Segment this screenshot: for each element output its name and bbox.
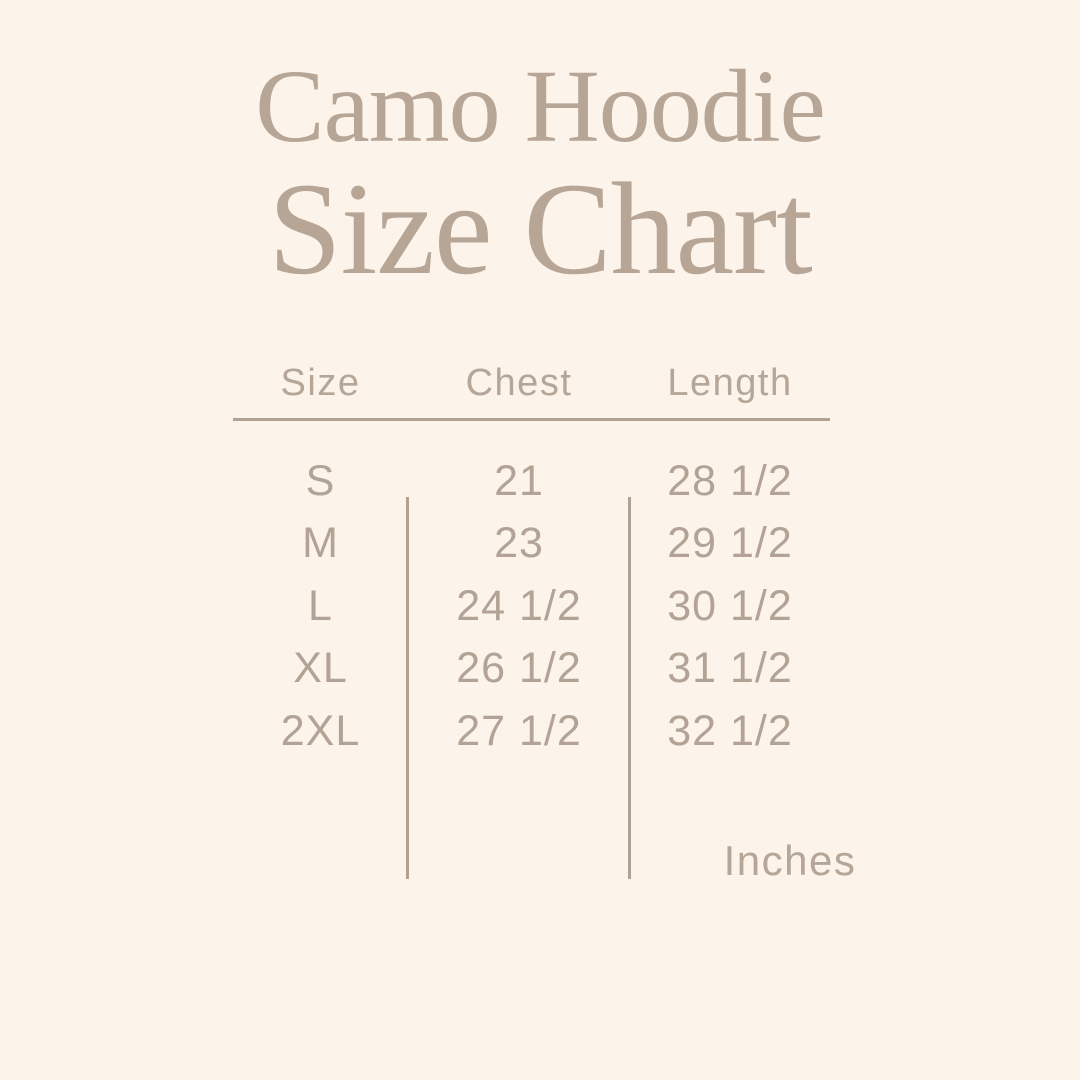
- column-divider-1: [406, 497, 409, 879]
- column-divider-2: [628, 497, 631, 879]
- table-row: L 24 1/2 30 1/2: [233, 575, 830, 638]
- cell-length: 32 1/2: [667, 706, 793, 755]
- table-body: S 21 28 1/2 M 23 29 1/2 L 24 1/2 30 1/2 …: [233, 421, 830, 879]
- product-title: Camo Hoodie: [255, 49, 826, 164]
- cell-chest: 24 1/2: [456, 581, 582, 630]
- column-header-chest: Chest: [465, 361, 573, 404]
- units-label: Inches: [723, 837, 857, 884]
- table-row: XL 26 1/2 31 1/2: [233, 638, 830, 701]
- table-header-row: Size Chest Length: [233, 348, 830, 421]
- table-row: 2XL 27 1/2 32 1/2: [233, 700, 830, 763]
- cell-chest: 21: [494, 456, 544, 505]
- cell-size: 2XL: [280, 706, 361, 755]
- cell-length: 31 1/2: [667, 644, 793, 693]
- cell-chest: 27 1/2: [456, 706, 582, 755]
- table-row: M 23 29 1/2: [233, 513, 830, 576]
- column-header-size: Size: [280, 361, 361, 404]
- cell-length: 28 1/2: [667, 456, 793, 505]
- page-title: Size Chart: [268, 155, 813, 302]
- cell-length: 30 1/2: [667, 581, 793, 630]
- cell-chest: 23: [494, 519, 544, 568]
- cell-size: L: [308, 581, 333, 630]
- cell-length: 29 1/2: [667, 519, 793, 568]
- size-table: Size Chest Length S 21 28 1/2 M 23 29 1/…: [233, 348, 830, 879]
- cell-size: S: [305, 456, 336, 505]
- column-header-length: Length: [667, 361, 793, 404]
- cell-size: M: [302, 519, 339, 568]
- cell-size: XL: [293, 644, 348, 693]
- table-row: S 21 28 1/2: [233, 450, 830, 513]
- cell-chest: 26 1/2: [456, 644, 582, 693]
